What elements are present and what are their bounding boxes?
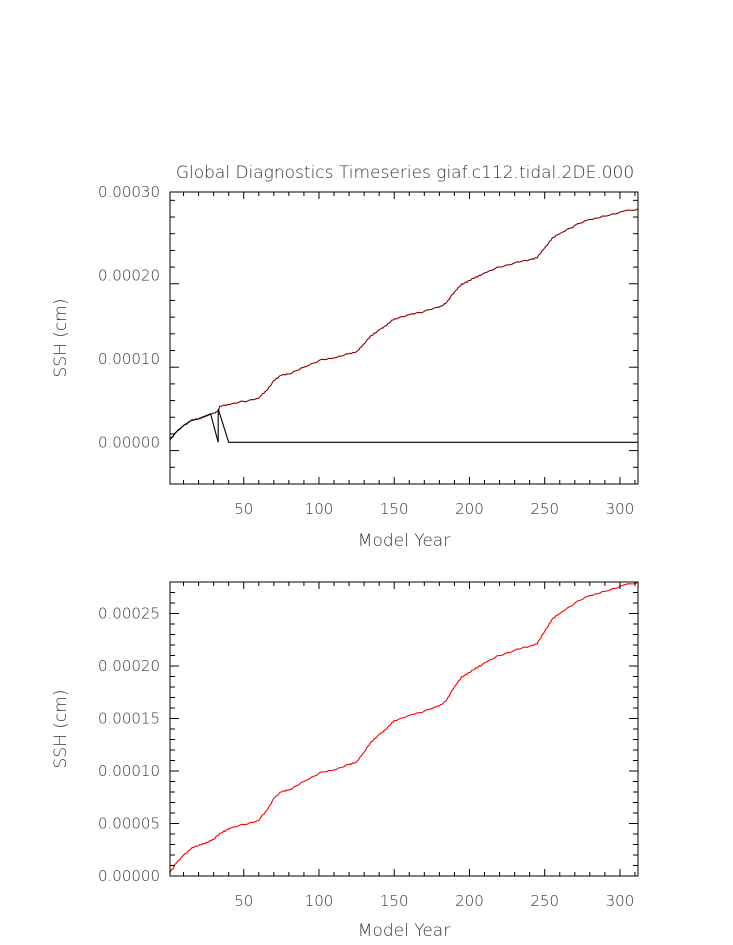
x-tick-label: 50 [234, 892, 253, 910]
top-y-axis-label: SSH (cm) [51, 299, 71, 378]
y-tick-label: 0.00020 [98, 266, 160, 284]
y-tick-label: 0.00000 [98, 433, 160, 451]
chart-title: Global Diagnostics Timeseries giaf.c112.… [176, 163, 634, 183]
x-tick-label: 100 [305, 892, 334, 910]
x-tick-label: 50 [234, 500, 253, 518]
x-tick-label: 200 [455, 500, 484, 518]
series-line-1 [169, 408, 638, 443]
top-panel: Global Diagnostics Timeseries giaf.c112.… [51, 163, 639, 551]
x-tick-label: 250 [530, 892, 559, 910]
x-tick-label: 250 [530, 500, 559, 518]
top-x-axis-label: Model Year [358, 531, 450, 551]
top-panel-marks [169, 208, 639, 443]
x-tick-label: 300 [606, 892, 635, 910]
x-tick-label: 300 [606, 500, 635, 518]
y-tick-label: 0.00030 [98, 183, 160, 201]
y-tick-label: 0.00010 [98, 762, 160, 780]
bottom-y-axis-label: SSH (cm) [51, 690, 71, 769]
y-tick-label: 0.00005 [98, 815, 160, 833]
bottom-x-axis-label: Model Year [358, 921, 450, 941]
x-tick-label: 200 [455, 892, 484, 910]
series-line-0 [169, 581, 639, 874]
y-tick-label: 0.00020 [98, 657, 160, 675]
x-tick-label: 150 [380, 892, 409, 910]
x-tick-label: 150 [380, 500, 409, 518]
bottom-panel-marks [169, 581, 639, 874]
top-panel-ticks: 50 100 150 200 250 300 0.00000 0.00010 0.00020 0.… [98, 183, 638, 518]
y-tick-label: 0.00015 [98, 710, 160, 728]
y-tick-label: 0.00000 [98, 867, 160, 885]
y-tick-label: 0.00010 [98, 350, 160, 368]
series-line-0 [169, 208, 639, 441]
bottom-plot-frame [169, 581, 639, 877]
bottom-panel: 50 100 150 200 250 300 0.00000 0.00005 0.00010 0.… [51, 581, 639, 941]
y-tick-label: 0.00025 [98, 605, 160, 623]
top-plot-frame [169, 191, 639, 485]
bottom-panel-ticks: 50 100 150 200 250 300 0.00000 0.00005 0.00010 0.… [98, 581, 638, 910]
x-tick-label: 100 [305, 500, 334, 518]
